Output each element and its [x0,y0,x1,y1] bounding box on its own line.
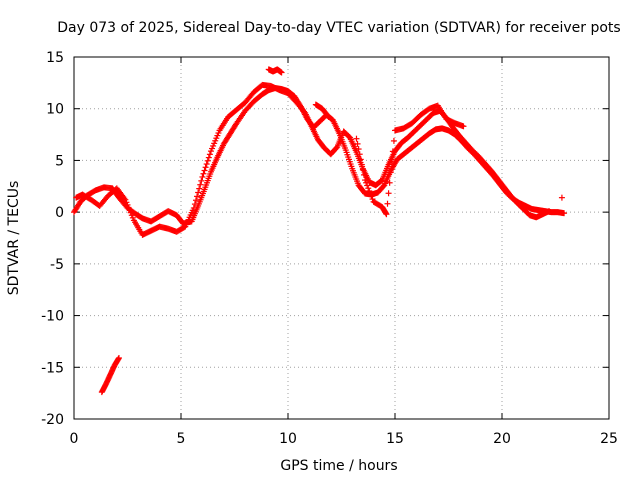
y-tick-label: -15 [41,360,64,376]
data-point [388,158,395,165]
data-point [369,196,376,203]
data-point [356,151,363,158]
data-point [367,190,374,197]
data-point [365,185,372,192]
data-point [201,167,208,174]
data-point [390,137,397,144]
data-point [191,201,198,208]
x-tick-label: 25 [600,431,618,447]
data-point [368,193,375,200]
grid-lines [74,57,609,419]
series-sdtvar-b [73,81,553,238]
series-sdtvar-d [265,66,565,218]
data-point [198,177,205,184]
data-point [195,189,202,196]
data-point [360,171,367,178]
data-point [387,169,394,176]
data-point [357,156,364,163]
data-points [71,66,568,396]
axis-ticks [73,56,610,420]
data-point [115,354,122,361]
x-tick-label: 5 [177,431,186,447]
data-point [199,173,206,180]
data-point [460,123,467,130]
data-point [196,185,203,192]
data-point [206,151,213,158]
data-point [202,164,209,171]
data-point [561,210,568,217]
y-tick-label: 10 [46,102,64,118]
data-point [386,179,393,186]
x-axis-label: GPS time / hours [280,458,397,474]
data-point [200,170,207,177]
data-point [194,193,201,200]
data-point [384,200,391,207]
data-point [362,177,369,184]
data-point [203,161,210,168]
y-tick-labels: 15 10 5 0 -5 -10 -15 -20 [41,50,64,428]
data-point [197,181,204,188]
y-tick-label: 5 [55,153,64,169]
y-tick-label: 0 [55,205,64,221]
chart-title: Day 073 of 2025, Sidereal Day-to-day VTE… [57,20,620,36]
data-point [364,182,371,189]
data-point [355,146,362,153]
plot-frame [73,56,610,420]
series-sdtvar-c [98,354,122,396]
y-axis-label: SDTVAR / TECUs [6,181,22,296]
data-point [389,148,396,155]
data-point [354,140,361,147]
data-point [385,190,392,197]
data-point [383,211,390,218]
x-tick-label: 15 [386,431,404,447]
data-point [366,187,373,194]
data-point [204,157,211,164]
data-point [358,161,365,168]
data-point [363,179,370,186]
x-tick-label: 10 [279,431,297,447]
data-point [325,113,332,120]
y-tick-label: 15 [46,50,64,66]
data-point [546,208,553,215]
x-tick-labels: 0 5 10 15 20 25 [70,431,618,447]
data-point [192,197,199,204]
x-tick-label: 0 [70,431,79,447]
data-point [359,166,366,173]
data-point [190,205,197,212]
data-point [205,154,212,161]
data-point [324,112,331,119]
data-point [558,194,565,201]
y-tick-label: -20 [41,412,64,428]
data-point [353,135,360,142]
y-tick-label: -5 [50,257,64,273]
data-point [278,69,285,76]
x-tick-label: 20 [493,431,511,447]
y-tick-label: -10 [41,309,64,325]
